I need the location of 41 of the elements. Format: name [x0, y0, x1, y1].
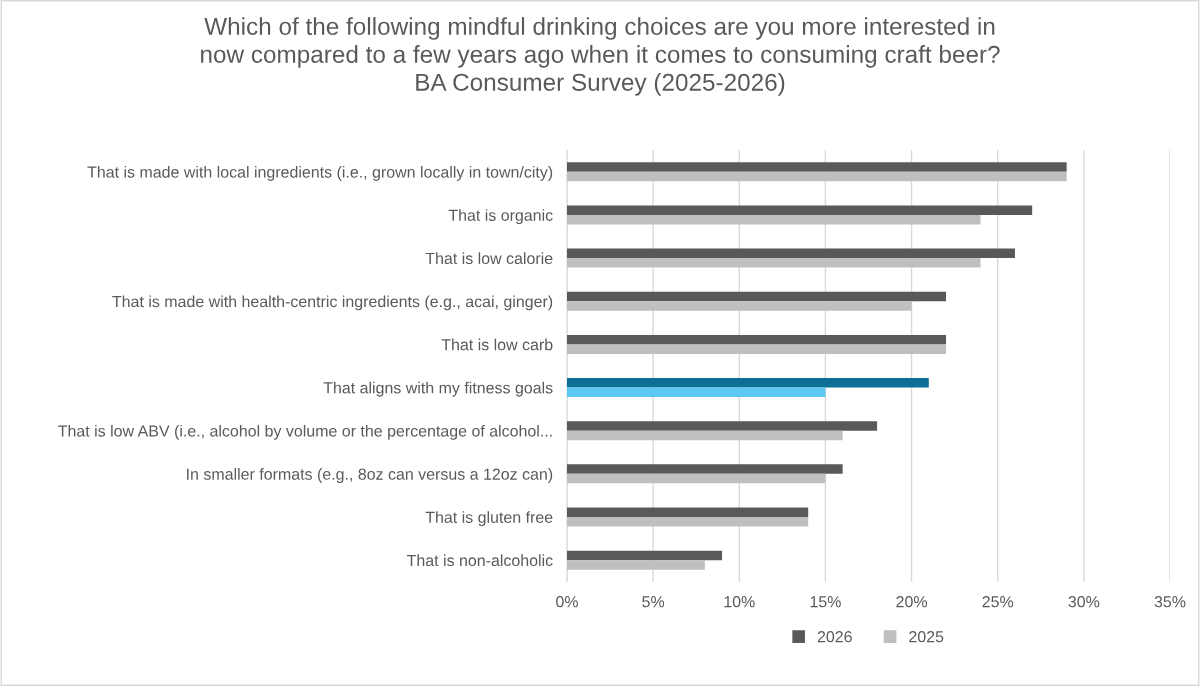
legend-label: 2025 [909, 631, 944, 643]
bar [567, 162, 1067, 172]
bar [567, 301, 912, 311]
y-tick-label: That is low calorie [425, 252, 553, 265]
bar [567, 517, 809, 527]
bar [567, 248, 1015, 259]
x-tick-label: 15% [810, 596, 841, 608]
x-tick-label: 30% [1068, 596, 1100, 608]
y-tick-label: In smaller formats (e.g., 8oz can versus a 12oz can) [187, 468, 553, 483]
x-tick-label: 20% [896, 596, 927, 608]
y-tick-label: That is non-alcoholic [406, 554, 553, 567]
bar [567, 344, 947, 354]
bar [567, 464, 843, 474]
y-tick-label: That is organic [448, 209, 553, 225]
chart-title: Which of the following mindful drinking choices are you more interested in now compared to a few years ago when it comes to consuming craft beer? BA Consumer Survey (2025-2026) [201, 17, 1000, 96]
bar [567, 430, 843, 441]
bar [567, 421, 878, 431]
bar [567, 214, 981, 225]
y-tick-label: That is low ABV (i.e., alcohol by volume or the percentage of alcohol... [58, 424, 552, 440]
bar [567, 473, 826, 484]
x-tick-label: 35% [1154, 596, 1186, 608]
bar [567, 171, 1067, 182]
y-tick-label: That aligns with my fitness goals [323, 381, 553, 397]
y-tick-label: That is made with health-centric ingredients (e.g., acai, ginger) [112, 295, 553, 311]
bar [567, 378, 929, 388]
y-tick-label: That is made with local ingredients (i.e., grown locally in town/city) [87, 166, 553, 181]
bar [567, 258, 981, 268]
bar [567, 291, 947, 302]
bar [567, 560, 705, 570]
bar [567, 387, 826, 398]
x-tick-label: 10% [724, 596, 755, 608]
legend-label: 2026 [817, 631, 852, 643]
bar [567, 507, 809, 517]
y-tick-label: That is gluten free [425, 511, 553, 527]
bar [567, 205, 1033, 215]
bar [567, 334, 947, 345]
x-tick-label: 5% [642, 596, 665, 608]
bar [567, 550, 723, 561]
x-tick-label: 25% [982, 596, 1014, 608]
x-tick-label: 0% [556, 596, 578, 608]
y-tick-label: That is low carb [441, 338, 553, 351]
